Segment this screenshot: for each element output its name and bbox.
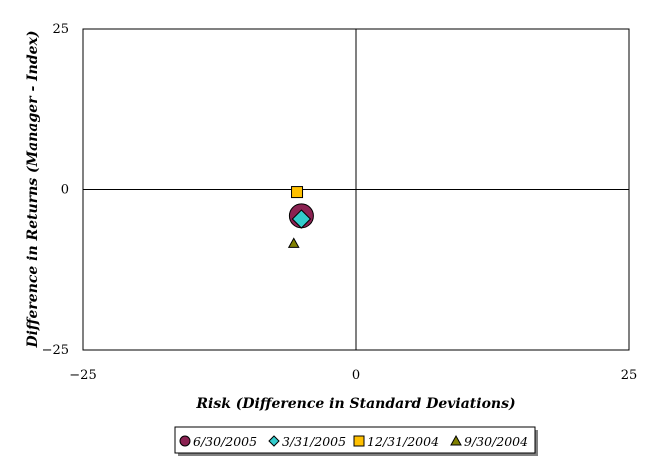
x-tick-label: 0	[352, 368, 360, 383]
legend-label: 3/31/2005	[282, 434, 346, 449]
legend-marker	[179, 435, 191, 447]
legend-label: 9/30/2004	[464, 434, 528, 449]
data-point	[291, 209, 312, 229]
y-tick-label: 0	[61, 183, 69, 198]
legend: 6/30/2005 3/31/2005 12/31/2004 9/30/2004	[174, 426, 538, 456]
legend-label: 12/31/2004	[367, 434, 439, 449]
legend-marker	[268, 435, 280, 447]
data-point	[287, 237, 300, 248]
legend-marker	[450, 434, 462, 446]
legend-label: 6/30/2005	[193, 434, 257, 449]
y-tick-label: 25	[52, 22, 69, 37]
data-point	[291, 186, 304, 199]
x-tick-label: 25	[621, 368, 638, 383]
y-tick-label: −25	[42, 343, 69, 358]
x-axis-title: Risk (Difference in Standard Deviations)	[195, 396, 515, 412]
x-tick-label: −25	[69, 368, 96, 383]
legend-marker	[353, 435, 365, 447]
y-axis-title: Difference in Returns (Manager - Index)	[25, 30, 41, 348]
